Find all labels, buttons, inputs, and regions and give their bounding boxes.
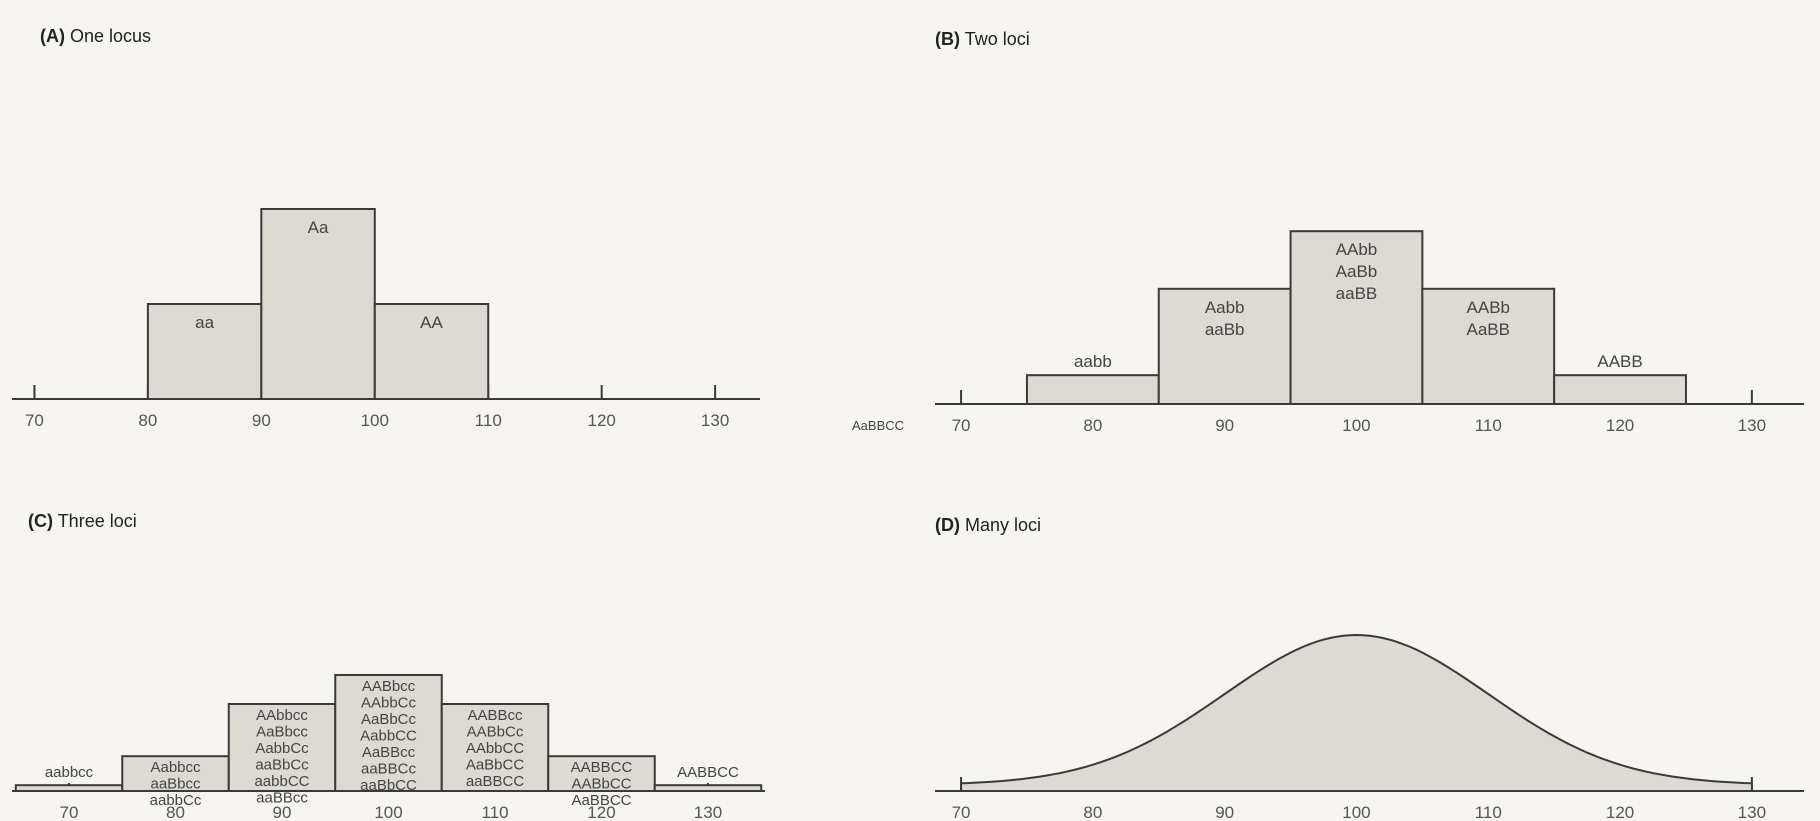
x-tick-label: 100	[374, 803, 402, 821]
bar-label: aabb	[1074, 352, 1112, 371]
bar-label: AaBB	[1467, 320, 1510, 339]
bar	[227, 703, 337, 792]
distribution-curve	[960, 633, 1753, 792]
bar-label: aabbCc	[150, 792, 202, 809]
bar-label: aabbCC	[254, 773, 309, 790]
x-tick-label: 120	[587, 803, 615, 821]
x-tick-label: 110	[1475, 416, 1502, 435]
bar-label: aaBBCc	[361, 761, 417, 778]
bar	[1553, 374, 1687, 406]
x-tick-label: 80	[166, 803, 185, 821]
x-tick-label: 80	[138, 411, 157, 430]
bar-label: AABb	[1467, 298, 1510, 317]
bar-label: AAbbcc	[256, 707, 308, 724]
bar	[1289, 230, 1424, 405]
bar-label: AA	[420, 313, 443, 332]
bar-label: aabbcc	[45, 764, 94, 781]
bar	[653, 784, 763, 793]
x-tick-label: 130	[1738, 803, 1766, 821]
bar-label: AABbCc	[467, 724, 524, 741]
bar-label: AABBCC	[571, 759, 633, 776]
bar-label: AABBCC	[677, 764, 739, 781]
x-tick-label: 120	[587, 411, 615, 430]
bar	[334, 674, 443, 792]
panel-d-many-loci: (D) Many loci 70 80 90 100 110 120 130	[935, 515, 1804, 821]
bar-label: AAbbCc	[361, 695, 417, 712]
bar	[1025, 374, 1160, 406]
bar-label: AABBcc	[467, 707, 523, 724]
bar	[1157, 287, 1292, 405]
bar-label: aaBbCc	[255, 757, 309, 774]
panel-b-side-label: AaBBCC	[852, 418, 904, 433]
bar-label: AaBbCc	[361, 711, 417, 728]
x-tick-label: 110	[1475, 803, 1502, 821]
bar-label: aaBBcc	[256, 790, 308, 807]
x-tick-label: 90	[1215, 416, 1234, 435]
bar-label: AAbb	[1336, 240, 1378, 259]
panel-c-three-loci: (C) Three loci 70 80 90 100 110 120 130 aabbcc A…	[12, 511, 765, 821]
x-tick-label: 100	[1342, 416, 1370, 435]
x-tick-label: 130	[694, 803, 722, 821]
panel-b-two-loci: (B) Two loci AaBBCC 70 80 90 100 110 120 130 aa…	[852, 29, 1804, 435]
x-tick-label: 110	[481, 803, 508, 821]
x-tick-label: 90	[1215, 803, 1234, 821]
x-tick-label: 70	[952, 416, 971, 435]
panel-d-title: (D) Many loci	[935, 515, 1041, 535]
bar	[121, 755, 230, 793]
bar-label: aaBB	[1336, 284, 1378, 303]
bar-label: AabbCc	[255, 740, 309, 757]
x-tick-label: 110	[475, 411, 502, 430]
bar-label: AaBBcc	[362, 744, 416, 761]
bar-label: AABbcc	[362, 678, 416, 695]
bar	[260, 208, 376, 400]
bar	[1421, 287, 1556, 405]
bar-label: AAbbCC	[466, 740, 525, 757]
x-tick-label: 100	[361, 411, 389, 430]
bar-label: aaBb	[1205, 320, 1245, 339]
panel-a-one-locus: (A) One locus 70 80 90 100 110 120 130 aa Aa AA	[12, 26, 760, 430]
panel-a-title: (A) One locus	[40, 26, 151, 46]
x-tick-label: 80	[1083, 803, 1102, 821]
bar-label: aaBbcc	[150, 776, 201, 793]
x-tick-label: 130	[1738, 416, 1766, 435]
bar-label: AaBBCC	[571, 792, 631, 809]
bar	[146, 303, 263, 400]
x-tick-label: 100	[1342, 803, 1370, 821]
x-tick-label: 70	[952, 803, 971, 821]
x-tick-label: 120	[1606, 803, 1634, 821]
bar	[14, 784, 124, 793]
bar-label: aaBbCC	[360, 777, 417, 794]
bar-label: AABB	[1597, 352, 1642, 371]
x-tick-label: 70	[25, 411, 44, 430]
bar-label: Aabb	[1205, 298, 1245, 317]
bar-label: Aabbcc	[150, 759, 201, 776]
bar-label: AABbCC	[571, 776, 631, 793]
bar-label: Aa	[308, 218, 329, 237]
bar-label: AaBbCC	[466, 757, 525, 774]
bar-label: AabbCC	[360, 728, 417, 745]
bar-label: aaBBCC	[466, 773, 525, 790]
bar-label: AaBb	[1336, 262, 1378, 281]
x-tick-label: 120	[1606, 416, 1634, 435]
bar	[547, 755, 656, 793]
bar-label: AaBbcc	[256, 724, 308, 741]
panel-b-title: (B) Two loci	[935, 29, 1030, 49]
x-tick-label: 130	[701, 411, 729, 430]
bar	[440, 703, 550, 792]
bar	[373, 303, 490, 400]
bar-label: aa	[195, 313, 214, 332]
x-tick-label: 80	[1083, 416, 1102, 435]
x-tick-label: 90	[252, 411, 271, 430]
x-tick-label: 70	[60, 803, 79, 821]
panel-c-title: (C) Three loci	[28, 511, 137, 531]
x-tick-label: 90	[273, 803, 292, 821]
